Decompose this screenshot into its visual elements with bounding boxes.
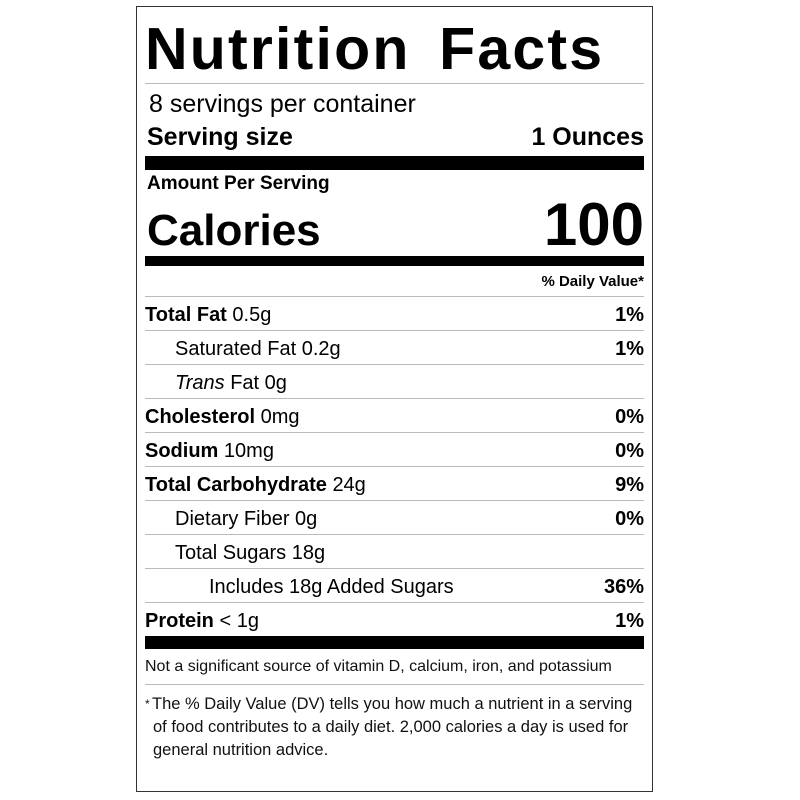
nutrient-amount: 24g (332, 474, 366, 496)
label-title: Nutrition Facts (145, 16, 605, 82)
nutrient-amount: 18g (291, 542, 326, 564)
daily-value-header: % Daily Value* (541, 273, 644, 290)
divider (145, 83, 644, 84)
nutrient-row-saturated-fat: Saturated Fat 0.2g 1% (145, 330, 644, 364)
footnote-asterisk: * (145, 697, 150, 711)
nutrient-dv: 36% (603, 576, 644, 598)
nutrient-amount: 0.2g (301, 338, 341, 360)
nutrient-amount: 0g (264, 372, 287, 394)
serving-size-label: Serving size (147, 123, 293, 151)
nutrient-amount: 0.5g (232, 304, 272, 326)
nutrient-dv: 1% (615, 338, 644, 360)
nutrient-amount: < 1g (219, 610, 259, 632)
divider (145, 684, 644, 685)
nutrient-name: Total Sugars (175, 542, 287, 564)
nutrient-name: Dietary Fiber (175, 508, 290, 530)
nutrient-row-protein: Protein < 1g 1% (145, 602, 644, 636)
not-significant-note: Not a significant source of vitamin D, c… (145, 658, 612, 675)
nutrient-name: Includes 18g Added Sugars (209, 576, 454, 598)
nutrient-dv: 1% (615, 610, 644, 632)
footnote-text: The % Daily Value (DV) tells you how muc… (152, 695, 633, 759)
serving-size-value: 1 Ounces (531, 123, 644, 151)
nutrient-name: Total Fat (145, 304, 227, 326)
nutrient-dv: 9% (615, 474, 644, 496)
nutrient-row-total-carbohydrate: Total Carbohydrate 24g 9% (145, 466, 644, 500)
nutrient-name: Cholesterol (145, 406, 256, 428)
thick-divider (145, 156, 644, 170)
nutrient-dv: 0% (615, 508, 644, 530)
servings-per-container: 8 servings per container (149, 90, 416, 118)
nutrient-name: Protein (145, 610, 214, 632)
calories-value: 100 (543, 191, 644, 258)
nutrient-name: Sodium (145, 440, 219, 462)
nutrient-dv: 1% (615, 304, 644, 326)
nutrient-row-cholesterol: Cholesterol 0mg 0% (145, 398, 644, 432)
nutrient-dv: 0% (615, 440, 644, 462)
nutrient-name: Total Carbohydrate (145, 474, 327, 496)
nutrient-row-trans-fat: Trans Fat 0g (145, 364, 644, 398)
calories-label: Calories (147, 206, 321, 255)
nutrient-name: Trans (175, 372, 225, 394)
footnote: * The % Daily Value (DV) tells you how m… (145, 685, 644, 762)
thick-divider (145, 636, 644, 649)
nutrient-amount: 0mg (260, 406, 300, 428)
nutrient-row-total-sugars: Total Sugars 18g (145, 534, 644, 568)
nutrient-amount: 0g (295, 508, 318, 530)
calories-row: Calories 100 (145, 192, 644, 256)
nutrient-name-suffix: Fat (230, 372, 260, 394)
amount-per-serving: Amount Per Serving (147, 173, 330, 194)
medium-divider (145, 256, 644, 266)
nutrition-facts-label: Nutrition Facts 8 servings per container… (136, 6, 653, 792)
nutrient-dv: 0% (615, 406, 644, 428)
nutrient-name: Saturated Fat (175, 338, 297, 360)
nutrient-row-sodium: Sodium 10mg 0% (145, 432, 644, 466)
nutrient-row-added-sugars: Includes 18g Added Sugars 36% (145, 568, 644, 602)
nutrient-amount: 10mg (223, 440, 274, 462)
nutrient-row-dietary-fiber: Dietary Fiber 0g 0% (145, 500, 644, 534)
nutrient-row-total-fat: Total Fat 0.5g 1% (145, 296, 644, 330)
serving-size-row: Serving size 1 Ounces (145, 120, 644, 156)
